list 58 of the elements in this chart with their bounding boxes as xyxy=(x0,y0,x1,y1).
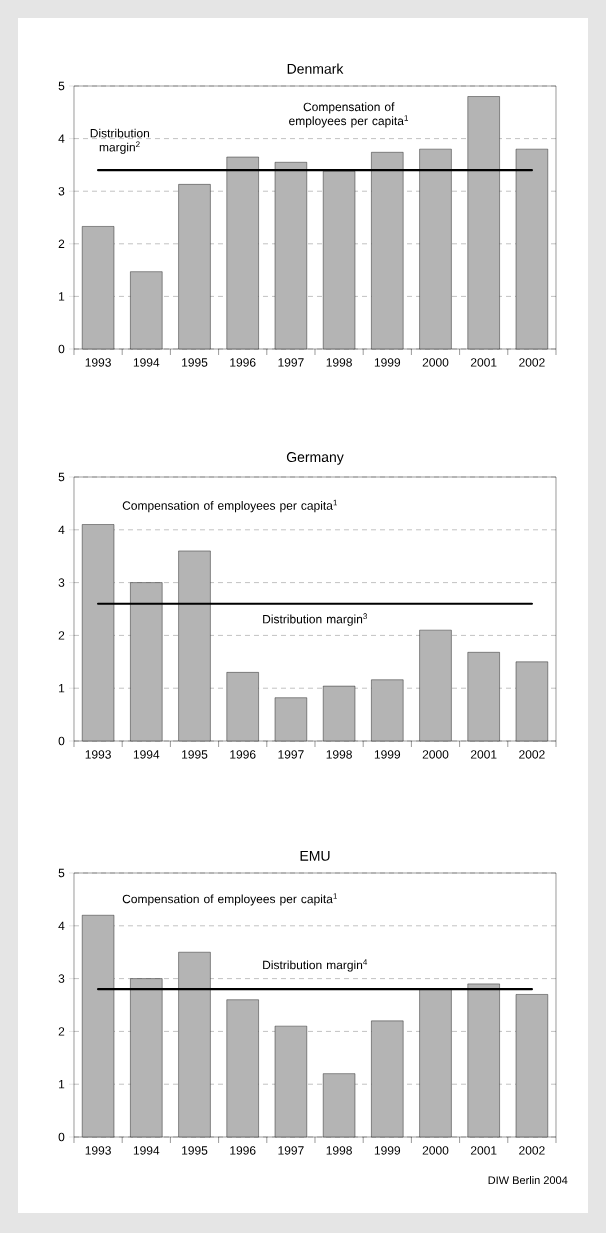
y-tick-label: 2 xyxy=(58,631,65,640)
y-tick-label: 4 xyxy=(58,921,65,930)
x-tick-label: 1997 xyxy=(278,1146,304,1155)
x-tick-label: 1995 xyxy=(182,358,208,367)
y-tick-label: 2 xyxy=(58,239,65,248)
x-tick-label: 2000 xyxy=(422,1146,449,1155)
x-tick-label: 1999 xyxy=(374,358,401,367)
x-tick-label: 1994 xyxy=(133,1146,160,1155)
y-tick-label: 1 xyxy=(59,292,65,301)
y-tick-label: 0 xyxy=(58,344,65,354)
x-tick-label: 1999 xyxy=(374,1146,401,1155)
y-tick-label: 5 xyxy=(58,472,65,482)
ref-line-label: Distribution margin$^{2}$ xyxy=(90,128,150,154)
chart-title: EMU xyxy=(300,851,330,861)
y-tick-label: 3 xyxy=(58,974,65,983)
x-tick-label: 2002 xyxy=(519,750,545,759)
text: Compensation of employees per capita$^{1}$ xyxy=(289,102,409,128)
x-tick-label: 1998 xyxy=(326,1146,352,1155)
x-tick-label: 1996 xyxy=(230,750,256,759)
y-tick-label: 0 xyxy=(58,1132,65,1142)
chart-title: Denmark xyxy=(287,63,344,74)
y-tick-label: 2 xyxy=(58,1027,65,1036)
x-tick-label: 1996 xyxy=(230,1146,256,1155)
x-tick-label: 1999 xyxy=(374,750,401,759)
x-tick-label: 1994 xyxy=(133,750,160,759)
x-tick-label: 1996 xyxy=(230,358,256,367)
x-tick-label: 2002 xyxy=(519,358,545,367)
x-tick-label: 2000 xyxy=(422,358,449,367)
y-tick-label: 4 xyxy=(58,134,65,143)
y-tick-label: 3 xyxy=(58,578,65,587)
y-tick-label: 5 xyxy=(58,81,65,91)
y-tick-label: 1 xyxy=(59,1080,65,1089)
text: DIW Berlin 2004 xyxy=(488,1175,568,1185)
x-tick-label: 2001 xyxy=(470,358,497,367)
x-tick-label: 1995 xyxy=(182,1146,208,1155)
ref-line-label: Distribution margin$^{4}$ xyxy=(263,959,368,972)
x-tick-label: 1998 xyxy=(326,750,352,759)
series-label: Compensation of employees per capita$^{1}$ xyxy=(122,499,337,513)
y-tick-label: 4 xyxy=(58,525,65,534)
y-tick-label: 1 xyxy=(59,684,65,693)
x-tick-label: 1993 xyxy=(85,750,111,759)
x-tick-label: 1997 xyxy=(278,750,304,759)
x-tick-label: 1994 xyxy=(133,358,160,367)
x-tick-label: 1998 xyxy=(326,358,352,367)
chart-title: Germany xyxy=(286,452,344,465)
x-tick-label: 1997 xyxy=(278,358,304,367)
ref-line-label: Distribution margin$^{3}$ xyxy=(263,613,367,626)
x-tick-label: 2002 xyxy=(519,1146,545,1155)
y-tick-label: 0 xyxy=(58,736,65,746)
y-tick-label: 3 xyxy=(58,186,65,196)
x-tick-label: 1995 xyxy=(182,750,208,759)
x-tick-label: 1993 xyxy=(85,358,111,367)
x-tick-label: 2001 xyxy=(470,750,497,759)
x-tick-label: 2000 xyxy=(422,750,449,759)
x-tick-label: 2001 xyxy=(470,1146,497,1155)
x-tick-label: 1993 xyxy=(85,1146,111,1155)
series-label: Compensation of employees per capita$^{1}$ xyxy=(122,893,337,906)
y-tick-label: 5 xyxy=(58,868,65,878)
